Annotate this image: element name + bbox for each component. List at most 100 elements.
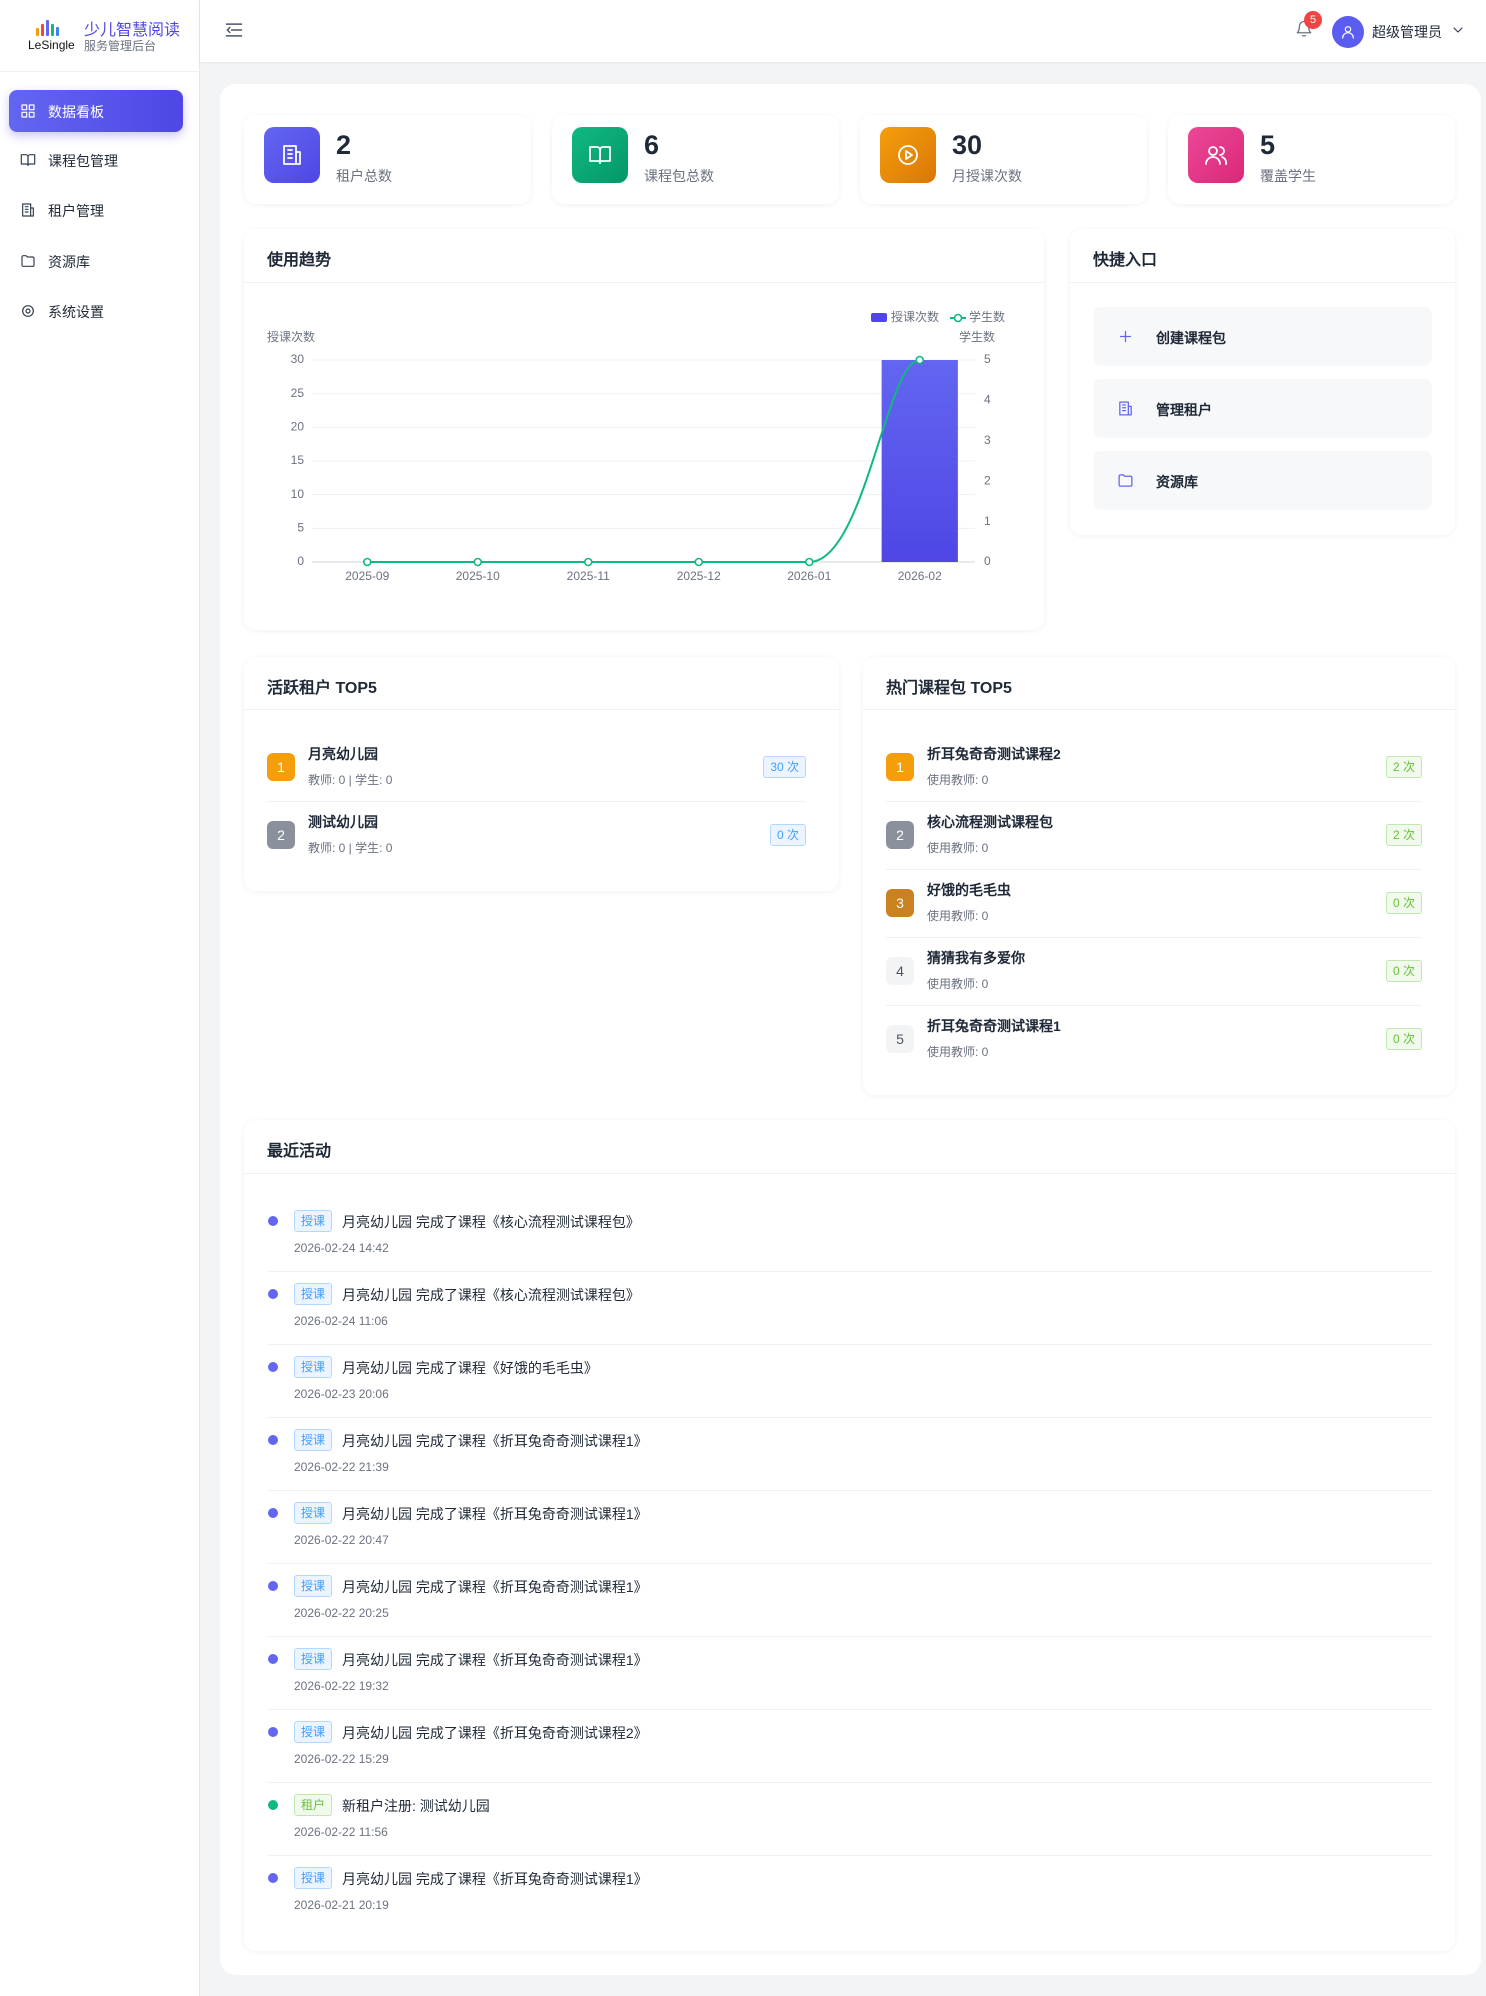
row-detail: 使用教师: 0 — [927, 977, 989, 991]
logo-bar — [36, 28, 39, 36]
quick-link[interactable]: 资源库 — [1093, 451, 1432, 510]
user-menu-chevron-svg — [1453, 27, 1463, 33]
avatar[interactable] — [1332, 16, 1364, 48]
stat-icon-glyph-svg — [898, 145, 918, 165]
row-name: 好饿的毛毛虫 — [927, 882, 1011, 898]
row-divider — [886, 869, 1422, 870]
row-divider — [886, 801, 1422, 802]
logo-bar — [46, 20, 49, 36]
row-name: 猜猜我有多爱你 — [927, 950, 1025, 966]
activity-tag: 授课 — [294, 1356, 333, 1378]
card-title: 活跃租户 TOP5 — [267, 680, 377, 697]
line-point — [915, 355, 925, 365]
user-name[interactable]: 超级管理员 — [1372, 24, 1442, 40]
stat-label: 月授课次数 — [952, 168, 1022, 184]
activity-text: 月亮幼儿园 完成了课程《折耳兔奇奇测试课程1》 — [342, 1506, 648, 1522]
line-point — [694, 557, 704, 567]
rank-badge: 1 — [886, 753, 914, 781]
trend-card: 使用趋势 0 5 10 15 20 25 30 0 1 2 3 4 5 授课次数 学生数 授课次数 学生数 2025… — [244, 229, 1044, 630]
activity-time: 2026-02-24 11:06 — [294, 1314, 388, 1328]
y2-tick-label: 3 — [984, 433, 991, 447]
line-point — [473, 557, 483, 567]
nav-item[interactable]: 租户管理 — [9, 189, 183, 231]
activity-text: 月亮幼儿园 完成了课程《折耳兔奇奇测试课程1》 — [342, 1579, 648, 1595]
count-badge: 0 次 — [769, 824, 806, 846]
quick-icon-svg — [1118, 474, 1133, 487]
bar — [881, 360, 958, 562]
quick-link[interactable]: 创建课程包 — [1093, 307, 1432, 366]
count-badge: 30 次 — [763, 756, 806, 778]
activity-dot — [268, 1800, 278, 1810]
tenants-card: 活跃租户 TOP5 1 月亮幼儿园 教师: 0 | 学生: 0 30 次 2 测试幼儿园 教师… — [244, 657, 839, 891]
row-name: 月亮幼儿园 — [308, 746, 378, 762]
x-tick-label: 2026-01 — [787, 569, 831, 583]
activity-text: 月亮幼儿园 完成了课程《折耳兔奇奇测试课程1》 — [342, 1433, 648, 1449]
row-detail: 使用教师: 0 — [927, 841, 989, 855]
activity-time: 2026-02-22 15:29 — [294, 1752, 389, 1766]
activity-tag: 授课 — [294, 1210, 333, 1232]
nav-icon-svg — [22, 203, 34, 217]
activity-tag: 授课 — [294, 1867, 333, 1889]
row-divider — [267, 801, 806, 802]
y2-tick-label: 1 — [984, 514, 991, 528]
count-badge: 0 次 — [1385, 960, 1422, 982]
activity-text: 月亮幼儿园 完成了课程《折耳兔奇奇测试课程1》 — [342, 1871, 648, 1887]
nav-item[interactable]: 资源库 — [9, 240, 183, 282]
quick-link[interactable]: 管理租户 — [1093, 379, 1432, 438]
row-divider — [267, 1709, 1432, 1710]
stat-value: 6 — [644, 130, 660, 160]
divider — [244, 282, 1044, 283]
app-title: 少儿智慧阅读 — [84, 22, 181, 39]
count-badge: 0 次 — [1385, 892, 1422, 914]
y-tick-label: 0 — [297, 554, 304, 568]
row-detail: 教师: 0 | 学生: 0 — [308, 841, 393, 855]
activity-card: 最近活动 授课 月亮幼儿园 完成了课程《核心流程测试课程包》 2026-02-24 1… — [244, 1120, 1455, 1951]
activity-text: 月亮幼儿园 完成了课程《核心流程测试课程包》 — [342, 1287, 640, 1303]
nav-icon-svg — [21, 255, 35, 267]
menu-toggle[interactable] — [224, 20, 244, 45]
rank-badge: 2 — [886, 821, 914, 849]
quick-label: 资源库 — [1156, 474, 1198, 490]
row-divider — [267, 1490, 1432, 1491]
y2-tick-label: 5 — [984, 352, 991, 366]
nav-item[interactable]: 系统设置 — [9, 290, 183, 332]
stat-icon-glyph-svg — [283, 145, 301, 165]
activity-text: 月亮幼儿园 完成了课程《折耳兔奇奇测试课程1》 — [342, 1652, 648, 1668]
nav-item[interactable]: 数据看板 — [9, 90, 183, 132]
avatar-icon — [1340, 24, 1356, 45]
activity-time: 2026-02-22 11:56 — [294, 1825, 388, 1839]
nav-icon — [20, 303, 36, 324]
stat-card: 2 租户总数 — [244, 115, 531, 204]
stat-value: 2 — [336, 130, 352, 160]
card-title: 快捷入口 — [1093, 252, 1158, 269]
activity-time: 2026-02-22 20:47 — [294, 1533, 389, 1547]
activity-time: 2026-02-22 19:32 — [294, 1679, 389, 1693]
stat-value: 30 — [952, 130, 983, 160]
activity-tag: 授课 — [294, 1283, 333, 1305]
stat-value: 5 — [1260, 130, 1276, 160]
row-divider — [886, 937, 1422, 938]
y2-tick-label: 2 — [984, 473, 991, 487]
activity-text: 月亮幼儿园 完成了课程《核心流程测试课程包》 — [342, 1214, 640, 1230]
line-point — [804, 557, 814, 567]
nav-icon-svg — [20, 154, 36, 166]
y-tick-label: 25 — [291, 386, 305, 400]
activity-dot — [268, 1581, 278, 1591]
nav-item[interactable]: 课程包管理 — [9, 139, 183, 181]
activity-text: 新租户注册: 测试幼儿园 — [342, 1798, 490, 1814]
row-name: 测试幼儿园 — [308, 814, 378, 830]
line-point — [583, 557, 593, 567]
logo-text: LeSingle — [28, 38, 75, 52]
row-divider — [267, 1271, 1432, 1272]
line-point — [362, 557, 372, 567]
menu-toggle-svg — [225, 23, 243, 37]
x-tick-label: 2025-10 — [456, 569, 500, 583]
nav-label: 租户管理 — [48, 203, 104, 219]
x-tick-label: 2025-11 — [567, 569, 610, 583]
count-badge: 0 次 — [1385, 1028, 1422, 1050]
stat-icon-glyph — [588, 143, 612, 172]
divider — [1070, 282, 1455, 283]
